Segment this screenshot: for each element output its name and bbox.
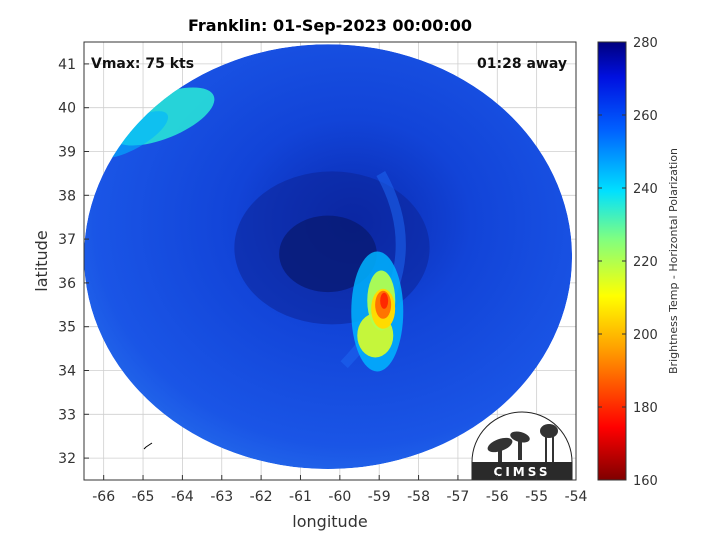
vmax-annotation: Vmax: 75 kts	[91, 56, 194, 72]
x-tick-label: -61	[289, 489, 312, 505]
colorbar-tick-label: 260	[633, 109, 658, 124]
y-tick-label: 38	[58, 188, 76, 204]
logo-text: CIMSS	[494, 465, 551, 479]
y-tick-label: 35	[58, 320, 76, 336]
y-tick-label: 37	[58, 232, 76, 248]
x-tick-label: -64	[171, 489, 194, 505]
cimss-logo: CIMSS	[471, 411, 573, 481]
colorbar-tick-label: 280	[633, 36, 658, 51]
y-tick-label: 32	[58, 451, 76, 467]
colorbar-label: Brightness Temp - Horizontal Polarizatio…	[667, 148, 680, 374]
brightness-swath	[84, 44, 573, 470]
colorbar-tick-label: 240	[633, 182, 658, 197]
colorbar-tick-label: 200	[633, 328, 658, 343]
x-tick-label: -55	[525, 489, 548, 505]
y-tick-label: 34	[58, 364, 76, 380]
x-axis-label: longitude	[292, 512, 367, 531]
y-axis-ticks: 32 33 34 35 36 37 38 39 40 41	[58, 57, 89, 467]
x-tick-label: -59	[368, 489, 391, 505]
y-axis-label: latitude	[32, 230, 51, 291]
plot-frame	[83, 41, 577, 481]
x-tick-label: -65	[132, 489, 155, 505]
y-tick-label: 40	[58, 101, 76, 117]
x-tick-label: -63	[210, 489, 233, 505]
y-tick-label: 33	[58, 407, 76, 423]
y-tick-label: 41	[58, 57, 76, 73]
x-tick-label: -56	[486, 489, 509, 505]
colorbar-tick-label: 220	[633, 255, 658, 270]
x-tick-label: -58	[407, 489, 430, 505]
colorbar-tick-label: 180	[633, 401, 658, 416]
y-tick-label: 36	[58, 276, 76, 292]
colorbar-ticks: 160 180 200 220 240 260 280	[598, 36, 658, 489]
x-tick-label: -60	[328, 489, 351, 505]
x-axis-ticks: -66 -65 -64 -63 -62 -61 -60 -59 -58 -57 -56 -55 -54	[92, 475, 588, 505]
x-tick-label: -57	[446, 489, 469, 505]
x-tick-label: -54	[565, 489, 588, 505]
x-tick-label: -62	[250, 489, 273, 505]
colorbar-tick-label: 160	[633, 474, 658, 489]
x-tick-label: -66	[92, 489, 115, 505]
time-away-annotation: 01:28 away	[477, 56, 567, 72]
chart-title: Franklin: 01-Sep-2023 00:00:00	[188, 16, 472, 35]
eyewall-peak	[380, 292, 389, 309]
y-tick-label: 39	[58, 145, 76, 161]
eye	[279, 215, 377, 293]
colorbar	[597, 41, 627, 481]
